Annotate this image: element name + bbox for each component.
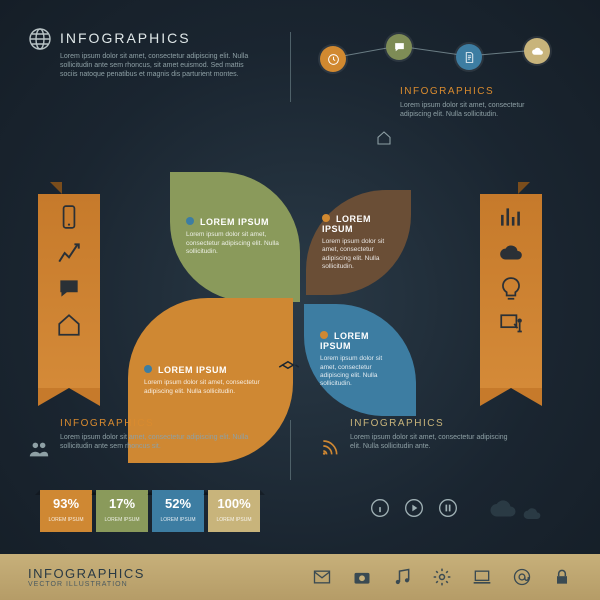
stat-box: 93% LOREM IPSUM bbox=[40, 490, 92, 532]
bottom-subtitle: VECTOR ILLUSTRATION bbox=[28, 581, 145, 588]
bottom-title: INFOGRAPHICS bbox=[28, 566, 145, 581]
handshake-icon bbox=[276, 352, 302, 378]
present-icon bbox=[498, 312, 524, 338]
lower-left-block: INFOGRAPHICS Lorem ipsum dolor sit amet,… bbox=[60, 418, 250, 451]
petal-title: LOREM IPSUM bbox=[322, 214, 395, 234]
top-right-body: Lorem ipsum dolor sit amet, consectetur … bbox=[400, 101, 540, 119]
stat-label: LOREM IPSUM bbox=[48, 517, 83, 523]
stat-row: 93% LOREM IPSUM 17% LOREM IPSUM 52% LOREM IPS… bbox=[40, 490, 264, 532]
divider bbox=[290, 420, 291, 480]
network-node bbox=[456, 44, 482, 70]
petal-body: Lorem ipsum dolor sit amet, consectetur … bbox=[186, 231, 284, 256]
petal-title: LOREM IPSUM bbox=[186, 217, 284, 227]
bottom-bar: INFOGRAPHICS VECTOR ILLUSTRATION bbox=[0, 554, 600, 600]
top-title: INFOGRAPHICS bbox=[60, 30, 250, 46]
bar-chart-icon bbox=[498, 204, 524, 230]
petal-body: Lorem ipsum dolor sit amet, consectetur … bbox=[320, 355, 400, 389]
chart-line-icon bbox=[56, 240, 82, 266]
play-icon bbox=[404, 498, 424, 518]
petal-body: Lorem ipsum dolor sit amet, consectetur … bbox=[322, 238, 395, 272]
stat-label: LOREM IPSUM bbox=[216, 517, 251, 523]
pause-icon bbox=[438, 498, 458, 518]
stat-pct: 93% bbox=[40, 496, 92, 511]
camera-icon bbox=[352, 567, 372, 587]
home-icon bbox=[56, 312, 82, 338]
top-left-block: INFOGRAPHICS Lorem ipsum dolor sit amet,… bbox=[60, 30, 250, 79]
ribbon-fold bbox=[50, 182, 62, 194]
music-icon bbox=[392, 567, 412, 587]
left-ribbon bbox=[38, 194, 100, 388]
right-ribbon bbox=[480, 194, 542, 388]
lower-right-title: INFOGRAPHICS bbox=[350, 418, 520, 429]
phone-icon bbox=[56, 204, 82, 230]
mail-icon bbox=[312, 567, 332, 587]
lower-left-title: INFOGRAPHICS bbox=[60, 418, 250, 429]
stat-pct: 100% bbox=[208, 496, 260, 511]
at-icon bbox=[512, 567, 532, 587]
stat-box: 17% LOREM IPSUM bbox=[96, 490, 148, 532]
petal-title: LOREM IPSUM bbox=[144, 365, 277, 375]
petal: LOREM IPSUM Lorem ipsum dolor sit amet, c… bbox=[306, 190, 411, 295]
lock-icon bbox=[552, 567, 572, 587]
network-node bbox=[524, 38, 550, 64]
gear-icon bbox=[432, 567, 452, 587]
stat-label: LOREM IPSUM bbox=[104, 517, 139, 523]
home-icon bbox=[376, 130, 392, 146]
network-node bbox=[386, 34, 412, 60]
media-icons bbox=[370, 498, 458, 518]
cloud-small-icon bbox=[522, 504, 542, 524]
chat-bubble-icon bbox=[56, 276, 82, 302]
laptop-icon bbox=[472, 567, 492, 587]
lower-left-body: Lorem ipsum dolor sit amet, consectetur … bbox=[60, 433, 250, 451]
divider bbox=[290, 32, 291, 102]
petal: LOREM IPSUM Lorem ipsum dolor sit amet, c… bbox=[170, 172, 300, 302]
top-body: Lorem ipsum dolor sit amet, consectetur … bbox=[60, 52, 250, 79]
petal-body: Lorem ipsum dolor sit amet, consectetur … bbox=[144, 379, 277, 396]
lower-right-block: INFOGRAPHICS Lorem ipsum dolor sit amet,… bbox=[350, 418, 520, 451]
ribbon-fold bbox=[518, 182, 530, 194]
bulbs-icon bbox=[498, 276, 524, 302]
stat-box: 52% LOREM IPSUM bbox=[152, 490, 204, 532]
users-icon bbox=[28, 438, 50, 460]
stat-pct: 52% bbox=[152, 496, 204, 511]
stat-pct: 17% bbox=[96, 496, 148, 511]
globe-icon bbox=[28, 27, 52, 51]
stat-label: LOREM IPSUM bbox=[160, 517, 195, 523]
info-icon bbox=[370, 498, 390, 518]
network-node bbox=[320, 46, 346, 72]
cloud-icon bbox=[488, 494, 518, 524]
lower-right-body: Lorem ipsum dolor sit amet, consectetur … bbox=[350, 433, 520, 451]
top-right-block: INFOGRAPHICS Lorem ipsum dolor sit amet,… bbox=[400, 86, 540, 119]
stat-box: 100% LOREM IPSUM bbox=[208, 490, 260, 532]
petal: LOREM IPSUM Lorem ipsum dolor sit amet, c… bbox=[304, 304, 416, 416]
top-right-title: INFOGRAPHICS bbox=[400, 86, 540, 97]
wifi-icon bbox=[320, 436, 340, 456]
cloud-icon bbox=[498, 240, 524, 266]
petal-title: LOREM IPSUM bbox=[320, 331, 400, 351]
